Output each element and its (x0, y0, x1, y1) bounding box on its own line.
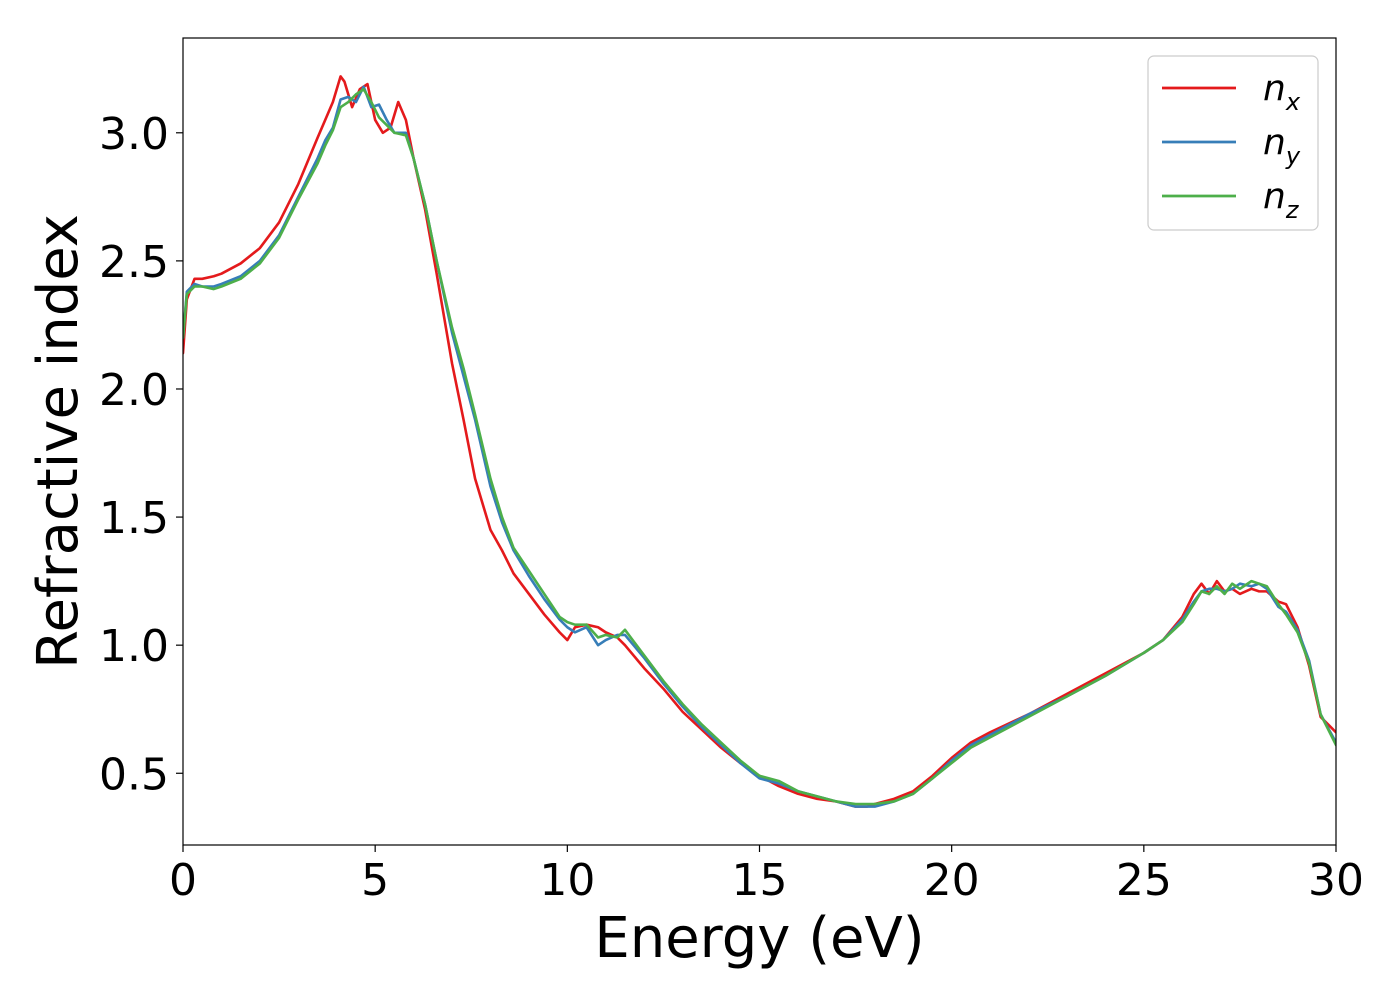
series-line-n-z (183, 87, 1336, 806)
x-tick-label: 25 (1116, 855, 1172, 906)
legend-label-n-y: ny (1263, 122, 1301, 170)
x-tick-label: 15 (732, 855, 788, 906)
y-axis-title: Refractive index (26, 214, 91, 669)
x-tick-label: 20 (924, 855, 980, 906)
x-axis-ticks: 0 5 10 15 20 25 30 (169, 845, 1364, 906)
legend: nx ny nz (1147, 55, 1319, 231)
y-tick-label: 3.0 (99, 109, 169, 160)
y-tick-label: 2.0 (99, 365, 169, 416)
legend-label-n-x: nx (1263, 68, 1301, 116)
y-tick-label: 2.5 (99, 237, 169, 288)
series-layer (183, 75, 1336, 808)
y-tick-label: 0.5 (99, 749, 169, 800)
y-axis-ticks: 0.5 1.0 1.5 2.0 2.5 3.0 (99, 109, 183, 800)
x-axis-title: Energy (eV) (594, 906, 924, 971)
x-tick-label: 10 (539, 855, 595, 906)
x-tick-label: 30 (1308, 855, 1364, 906)
y-tick-label: 1.5 (99, 493, 169, 544)
x-tick-label: 0 (169, 855, 197, 906)
y-tick-label: 1.0 (99, 621, 169, 672)
x-tick-label: 5 (361, 855, 389, 906)
series-line-n-x (183, 75, 1336, 808)
legend-label-n-z: nz (1263, 176, 1300, 224)
series-line-n-y (183, 85, 1336, 808)
